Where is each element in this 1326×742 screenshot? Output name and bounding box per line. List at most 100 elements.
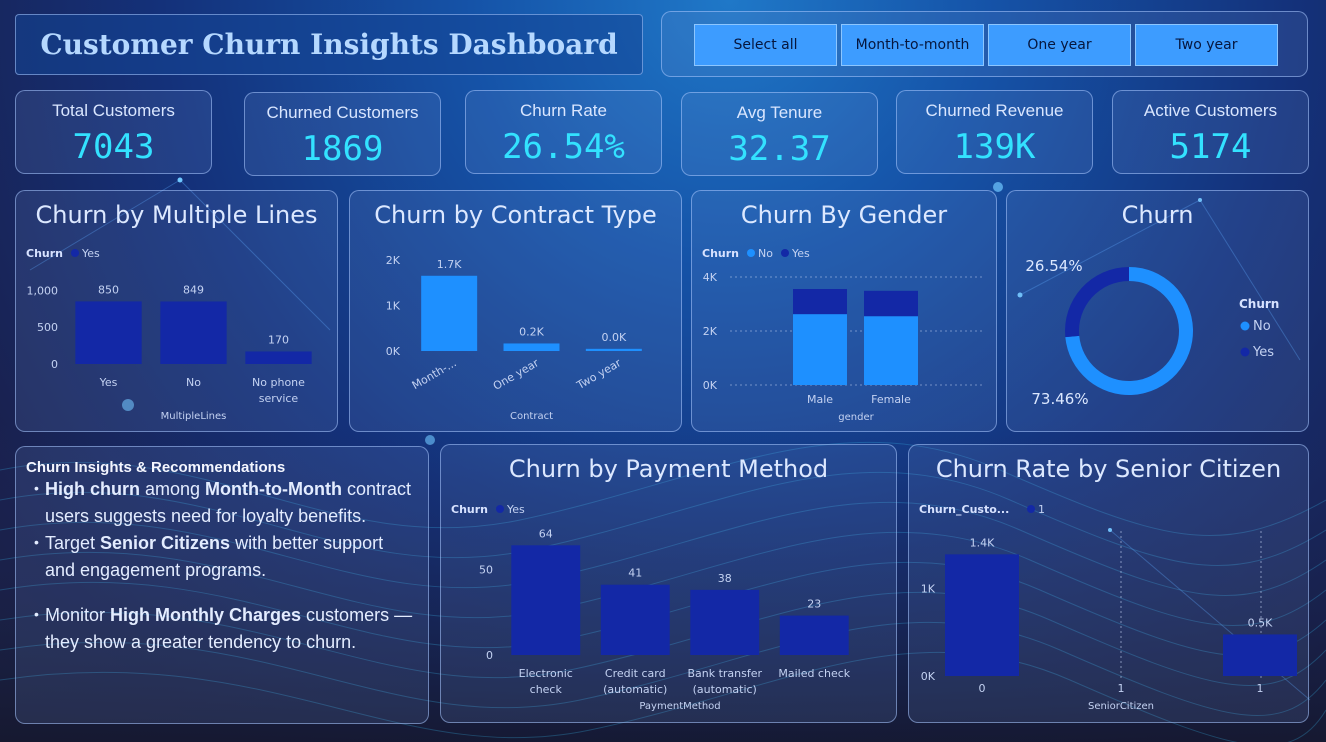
chart-title: Churn by Multiple Lines — [35, 201, 318, 229]
bar — [690, 589, 760, 655]
y-tick-label: 50 — [479, 563, 493, 576]
bar — [503, 343, 560, 351]
bar-segment-no — [793, 314, 847, 385]
bar — [945, 554, 1019, 676]
chart-contract-type-panel: Churn by Contract Type 0K 1K 2K 1.7K Month-.… — [349, 190, 682, 432]
kpi-value: 26.54% — [502, 127, 625, 167]
y-tick-label: 1K — [386, 300, 401, 313]
bar — [585, 348, 642, 351]
legend-swatch — [1240, 347, 1250, 357]
kpi-label: Total Customers — [52, 101, 175, 120]
bar-segment-no — [864, 316, 918, 385]
legend-title: Churn_Custo... — [919, 503, 1009, 516]
chart-title: Churn by Payment Method — [508, 455, 829, 483]
bullet-icon: • — [34, 606, 39, 622]
x-tick-label: Yes — [99, 376, 118, 389]
chart-payment-method: Churn Yes 0 50 64 Electronic check 41 Credit car… — [451, 503, 851, 712]
kpi-label: Churned Customers — [266, 103, 419, 122]
data-label: 849 — [183, 283, 204, 296]
legend-label: Yes — [506, 503, 525, 516]
x-tick-label: No phone — [252, 376, 305, 389]
legend-label: No — [758, 247, 773, 260]
bar — [75, 301, 142, 364]
data-label: 26.54% — [1025, 257, 1082, 275]
x-tick-label: (automatic) — [603, 683, 667, 696]
y-tick-label: 2K — [386, 254, 401, 267]
data-label: 0.2K — [519, 325, 544, 338]
x-axis-label: MultipleLines — [161, 411, 227, 422]
x-tick-label: check — [530, 683, 563, 696]
donut-slice — [1065, 267, 1129, 338]
data-label: 0.0K — [601, 331, 626, 344]
kpi-value: 139K — [953, 127, 1036, 167]
y-tick-label: 1K — [921, 583, 936, 596]
x-tick-label: Bank transfer — [687, 667, 762, 680]
bar-segment-yes — [864, 290, 918, 317]
data-label: 23 — [807, 598, 821, 611]
insights-heading: Churn Insights & Recommendations — [26, 459, 286, 476]
insight-item: • Target Senior Citizens with better supp… — [26, 530, 418, 584]
data-label: 64 — [539, 527, 553, 540]
y-tick-label: 0K — [921, 670, 936, 683]
data-label: 1.4K — [970, 536, 995, 549]
x-axis-label: SeniorCitizen — [1088, 701, 1154, 712]
contract-slicer: Select all Month-to-month One year Two y… — [661, 11, 1308, 77]
kpi-value: 32.37 — [728, 129, 831, 169]
insight-text: contract users suggests need for loyalty… — [45, 479, 412, 526]
x-tick-label: Electronic — [519, 667, 573, 680]
data-label: 73.46% — [1031, 390, 1088, 408]
x-tick-label: Mailed check — [778, 667, 850, 680]
chart-title: Churn by Contract Type — [374, 201, 657, 229]
legend-swatch — [1027, 505, 1035, 513]
x-tick-label: Two year — [574, 356, 624, 392]
x-axis-label: PaymentMethod — [639, 701, 720, 712]
y-tick-label: 0K — [703, 379, 718, 392]
insight-text: with better support and engagement progr… — [45, 533, 384, 580]
legend-swatch — [71, 249, 79, 257]
x-tick-label: (automatic) — [693, 683, 757, 696]
bar-segment-yes — [793, 289, 847, 315]
bar — [245, 351, 312, 364]
insight-item: • Monitor High Monthly Charges customers … — [26, 602, 418, 656]
bar — [779, 615, 849, 655]
kpi-label: Active Customers — [1143, 101, 1278, 120]
x-tick-label: 1 — [1118, 682, 1125, 695]
bar — [1223, 634, 1297, 676]
slicer-month-to-month-button[interactable]: Month-to-month — [841, 24, 984, 66]
data-label: 170 — [268, 333, 289, 346]
legend-swatch — [781, 249, 789, 257]
slicer-one-year-button[interactable]: One year — [988, 24, 1131, 66]
x-tick-label: service — [259, 392, 299, 405]
kpi-value: 1869 — [301, 129, 384, 169]
chart-churn-donut-panel: Churn 26.54% 73.46% Churn No Yes — [1006, 190, 1309, 432]
slicer-two-year-button[interactable]: Two year — [1135, 24, 1278, 66]
chart-senior-citizen: Churn_Custo... 1 0K 1K 1.4K 0 0.5K 1 1 SeniorCiti… — [919, 503, 1297, 712]
x-tick-label: 0 — [979, 682, 986, 695]
x-axis-label: gender — [838, 412, 874, 423]
kpi-value: 7043 — [72, 127, 155, 167]
x-tick-label: Male — [807, 393, 833, 406]
kpi-label: Churned Revenue — [925, 101, 1064, 120]
data-label: 0.5K — [1248, 616, 1273, 629]
dashboard-title: Customer Churn Insights Dashboard — [40, 28, 618, 61]
chart-churn-donut: 26.54% 73.46% Churn No Yes — [1025, 257, 1279, 408]
data-label: 1.7K — [437, 258, 462, 271]
kpi-churned-revenue: Churned Revenue 139K — [896, 90, 1093, 174]
y-tick-label: 1,000 — [27, 284, 59, 297]
x-tick-label: 1 — [1257, 682, 1264, 695]
x-tick-label: Female — [871, 393, 911, 406]
legend-title: Churn — [702, 247, 739, 260]
insights-list: • High churn among Month-to-Month contrac… — [26, 476, 418, 656]
bar — [511, 545, 581, 655]
insight-text: customers — they show a greater tendency… — [45, 605, 413, 652]
x-axis-label: Contract — [510, 411, 553, 422]
kpi-total-customers: Total Customers 7043 — [15, 90, 212, 174]
insight-emphasis: Senior Citizens — [100, 533, 231, 553]
bullet-icon: • — [34, 480, 39, 496]
insight-emphasis: Month-to-Month — [205, 479, 342, 499]
slicer-select-all-button[interactable]: Select all — [694, 24, 837, 66]
chart-gender: Churn No Yes 0K 2K 4K Male Female gender — [702, 247, 984, 423]
insight-text: among — [140, 479, 206, 499]
bar — [421, 275, 478, 351]
chart-senior-citizen-panel: Churn Rate by Senior Citizen Churn_Custo… — [908, 444, 1309, 723]
